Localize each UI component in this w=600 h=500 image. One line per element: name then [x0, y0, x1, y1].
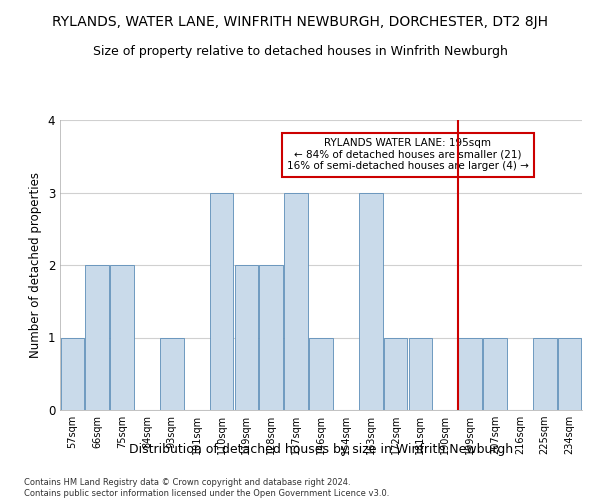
Text: RYLANDS, WATER LANE, WINFRITH NEWBURGH, DORCHESTER, DT2 8JH: RYLANDS, WATER LANE, WINFRITH NEWBURGH, …: [52, 15, 548, 29]
Bar: [85, 265, 109, 410]
Bar: [558, 338, 581, 410]
Bar: [384, 338, 407, 410]
Bar: [483, 338, 507, 410]
Bar: [284, 192, 308, 410]
Bar: [160, 338, 184, 410]
Bar: [409, 338, 432, 410]
Y-axis label: Number of detached properties: Number of detached properties: [29, 172, 42, 358]
Text: Contains HM Land Registry data © Crown copyright and database right 2024.
Contai: Contains HM Land Registry data © Crown c…: [24, 478, 389, 498]
Text: RYLANDS WATER LANE: 195sqm
← 84% of detached houses are smaller (21)
16% of semi: RYLANDS WATER LANE: 195sqm ← 84% of deta…: [287, 138, 529, 172]
Bar: [533, 338, 557, 410]
Bar: [210, 192, 233, 410]
Bar: [458, 338, 482, 410]
Bar: [309, 338, 333, 410]
Bar: [235, 265, 258, 410]
Bar: [110, 265, 134, 410]
Text: Size of property relative to detached houses in Winfrith Newburgh: Size of property relative to detached ho…: [92, 45, 508, 58]
Bar: [359, 192, 383, 410]
Bar: [259, 265, 283, 410]
Text: Distribution of detached houses by size in Winfrith Newburgh: Distribution of detached houses by size …: [129, 442, 513, 456]
Bar: [61, 338, 84, 410]
